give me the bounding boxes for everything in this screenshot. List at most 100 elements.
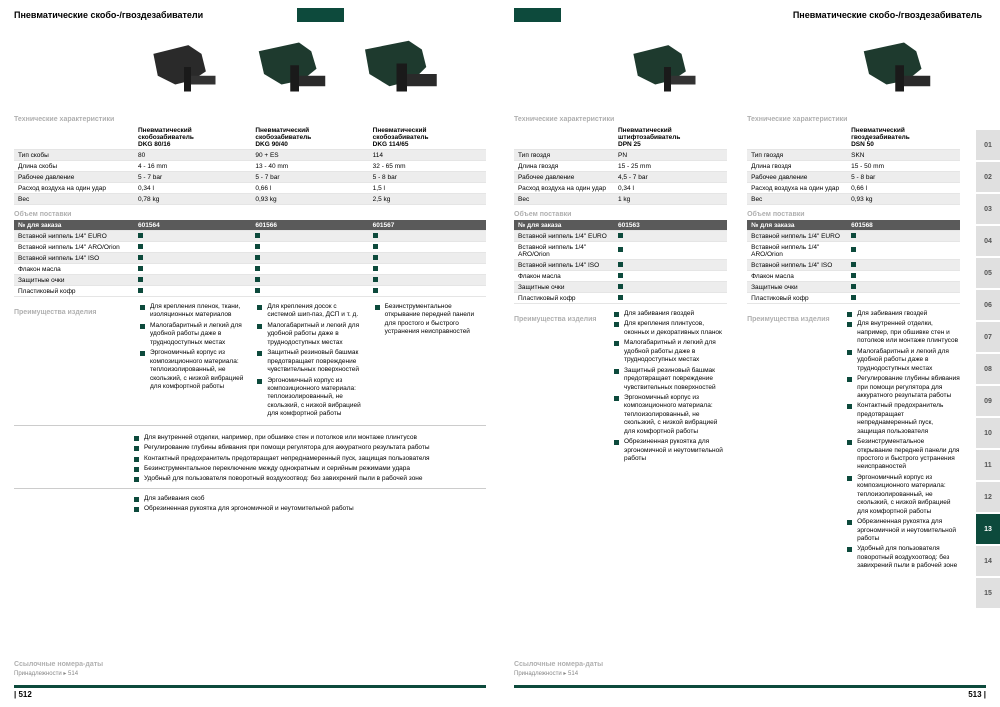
scope-row: Вставной ниппель 1/4" EURO xyxy=(747,231,960,242)
side-tab-03[interactable]: 03 xyxy=(976,194,1000,224)
header-accent xyxy=(514,8,561,22)
side-tab-06[interactable]: 06 xyxy=(976,290,1000,320)
adv-item: Защитный резиновый башмак предотвращает … xyxy=(614,367,727,392)
side-tab-02[interactable]: 02 xyxy=(976,162,1000,192)
adv-item: Для крепления пленок, ткани, изоляционны… xyxy=(140,303,245,320)
side-tab-04[interactable]: 04 xyxy=(976,226,1000,256)
advantages-list-r1: Для забивания гвоздейДля крепления плинт… xyxy=(614,310,727,463)
catalog-page-right: Пневматические скобо-/гвоздезабиватель Т… xyxy=(500,0,1000,707)
prod-name-1: Пневматический скобозабиватель DKG 80/16 xyxy=(134,125,251,150)
adv-item: Малогабаритный и легкий для удобной рабо… xyxy=(257,322,362,347)
header-bar-left: Пневматические скобо-/гвоздезабиватели xyxy=(14,8,486,22)
scope-row: Вставной ниппель 1/4" ISO xyxy=(747,260,960,271)
product-images-row xyxy=(134,28,486,110)
prod-name-3: Пневматический скобозабиватель DKG 114/6… xyxy=(369,125,486,150)
adv-item: Для крепления досок с системой шип-паз, … xyxy=(257,303,362,320)
spec-row: Рабочее давление4,5 - 7 bar xyxy=(514,172,727,183)
advantages-row-left: Преимущества изделия Для крепления плено… xyxy=(14,303,486,421)
spec-row: Вес0,93 kg xyxy=(747,194,960,205)
spec-row: Тип гвоздяPN xyxy=(514,150,727,161)
adv-col-2: Для крепления досок с системой шип-паз, … xyxy=(251,303,368,421)
adv-item: Обрезиненная рукоятка для эргономичной и… xyxy=(847,518,960,543)
spec-row: Расход воздуха на один удар0,66 l xyxy=(747,183,960,194)
scope-section-label-r1: Объем поставки xyxy=(514,211,727,218)
spec-row: Тип скобы8090 + ES114 xyxy=(14,150,486,161)
prod-name-dpn25: Пневматический штифтозабиватель DPN 25 xyxy=(614,125,727,150)
side-tab-09[interactable]: 09 xyxy=(976,386,1000,416)
reference-section-left: Ссылочные номера-даты Принадлежности ▸ 5… xyxy=(14,655,103,677)
scope-table-r1: № для заказа601563 Вставной ниппель 1/4"… xyxy=(514,220,727,304)
prod-name-dsn50: Пневматический гвоздезабиватель DSN 50 xyxy=(847,125,960,150)
adv-item: Для внутренней отделки, например, при об… xyxy=(847,320,960,345)
adv-item: Эргономичный корпус из композиционного м… xyxy=(140,349,245,391)
scope-table-left: № для заказа 601564 601566 601567 Вставн… xyxy=(14,220,486,297)
adv-item: Безинструментальное переключение между о… xyxy=(134,465,478,473)
tech-section-label-r2: Технические характеристики xyxy=(747,116,960,123)
side-tab-07[interactable]: 07 xyxy=(976,322,1000,352)
specs-table-left: Пневматический скобозабиватель DKG 80/16… xyxy=(14,125,486,205)
scope-row: Флакон масла xyxy=(514,271,727,282)
side-tab-01[interactable]: 01 xyxy=(976,130,1000,160)
adv-item: Для внутренней отделки, например, при об… xyxy=(134,434,478,442)
product-image-dsn50 xyxy=(847,28,947,106)
adv-section-label-r1: Преимущества изделия xyxy=(514,316,614,463)
scope-section-label: Объем поставки xyxy=(14,211,486,218)
scope-row: Вставной ниппель 1/4" ISO xyxy=(514,260,727,271)
scope-row: Вставной ниппель 1/4" ISO xyxy=(14,253,486,264)
scope-section-label-r2: Объем поставки xyxy=(747,211,960,218)
scope-row: Вставной ниппель 1/4" ARO/Orion xyxy=(514,242,727,260)
scope-row: Защитные очки xyxy=(747,282,960,293)
spec-row: Тип гвоздяSKN xyxy=(747,150,960,161)
adv-item: Безинструментальное открывание передней … xyxy=(375,303,480,337)
side-tab-13[interactable]: 13 xyxy=(976,514,1000,544)
adv-item: Защитный резиновый башмак предотвращает … xyxy=(257,349,362,374)
scope-row: Флакон масла xyxy=(14,264,486,275)
scope-row: Защитные очки xyxy=(14,275,486,286)
side-tab-15[interactable]: 15 xyxy=(976,578,1000,608)
product-image-2 xyxy=(242,28,342,106)
adv-item: Контактный предохранитель предотвращает … xyxy=(134,455,478,463)
section-tabs: 010203040506070809101112131415 xyxy=(976,130,1000,610)
spec-row: Расход воздуха на один удар0,34 l xyxy=(514,183,727,194)
header-accent xyxy=(297,8,344,22)
spec-row: Рабочее давление5 - 7 bar5 - 7 bar5 - 8 … xyxy=(14,172,486,183)
page-title-right: Пневматические скобо-/гвоздезабиватель xyxy=(561,8,986,22)
adv-item: Эргономичный корпус из композиционного м… xyxy=(847,474,960,516)
side-tab-05[interactable]: 05 xyxy=(976,258,1000,288)
adv-item: Для забивания гвоздей xyxy=(614,310,727,318)
order-header-row: № для заказа 601564 601566 601567 xyxy=(14,220,486,231)
product-image-dpn25 xyxy=(614,28,714,106)
side-tab-08[interactable]: 08 xyxy=(976,354,1000,384)
scope-row: Вставной ниппель 1/4" ARO/Orion xyxy=(747,242,960,260)
side-tab-14[interactable]: 14 xyxy=(976,546,1000,576)
scope-row: Вставной ниппель 1/4" EURO xyxy=(14,231,486,242)
scope-row: Пластиковый кофр xyxy=(514,293,727,304)
scope-row: Вставной ниппель 1/4" ARO/Orion xyxy=(14,242,486,253)
spec-row: Рабочее давление5 - 8 bar xyxy=(747,172,960,183)
advantages-wide-left: Для внутренней отделки, например, при об… xyxy=(134,434,486,484)
advantages-list-r2: Для забивания гвоздейДля внутренней отде… xyxy=(847,310,960,571)
side-tab-12[interactable]: 12 xyxy=(976,482,1000,512)
spec-row: Расход воздуха на один удар0,34 l0,66 l1… xyxy=(14,183,486,194)
spec-row: Длина гвоздя15 - 25 mm xyxy=(514,161,727,172)
adv-item: Эргономичный корпус из композиционного м… xyxy=(614,394,727,436)
side-tab-10[interactable]: 10 xyxy=(976,418,1000,448)
specs-table-r2: Пневматический гвоздезабиватель DSN 50 Т… xyxy=(747,125,960,205)
adv-item: Безинструментальное открывание передней … xyxy=(847,438,960,472)
spec-row: Длина гвоздя15 - 50 mm xyxy=(747,161,960,172)
page-title-left: Пневматические скобо-/гвоздезабиватели xyxy=(14,8,297,22)
adv-item: Контактный предохранитель предотвращает … xyxy=(847,402,960,436)
scope-row: Пластиковый кофр xyxy=(747,293,960,304)
adv-item: Малогабаритный и легкий для удобной рабо… xyxy=(847,348,960,373)
spec-row: Вес1 kg xyxy=(514,194,727,205)
catalog-page-left: Пневматические скобо-/гвоздезабиватели Т… xyxy=(0,0,500,707)
prod-name-2: Пневматический скобозабиватель DKG 90/40 xyxy=(251,125,368,150)
adv-item: Регулирование глубины вбивания при помощ… xyxy=(134,444,478,452)
reference-section-right: Ссылочные номера-даты Принадлежности ▸ 5… xyxy=(514,655,603,677)
adv-item: Обрезиненная рукоятка для эргономичной и… xyxy=(614,438,727,463)
adv-col-3: Безинструментальное открывание передней … xyxy=(369,303,486,421)
adv-col-1: Для крепления пленок, ткани, изоляционны… xyxy=(134,303,251,421)
side-tab-11[interactable]: 11 xyxy=(976,450,1000,480)
product-header-row: Пневматический скобозабиватель DKG 80/16… xyxy=(14,125,486,150)
scope-row: Вставной ниппель 1/4" EURO xyxy=(514,231,727,242)
